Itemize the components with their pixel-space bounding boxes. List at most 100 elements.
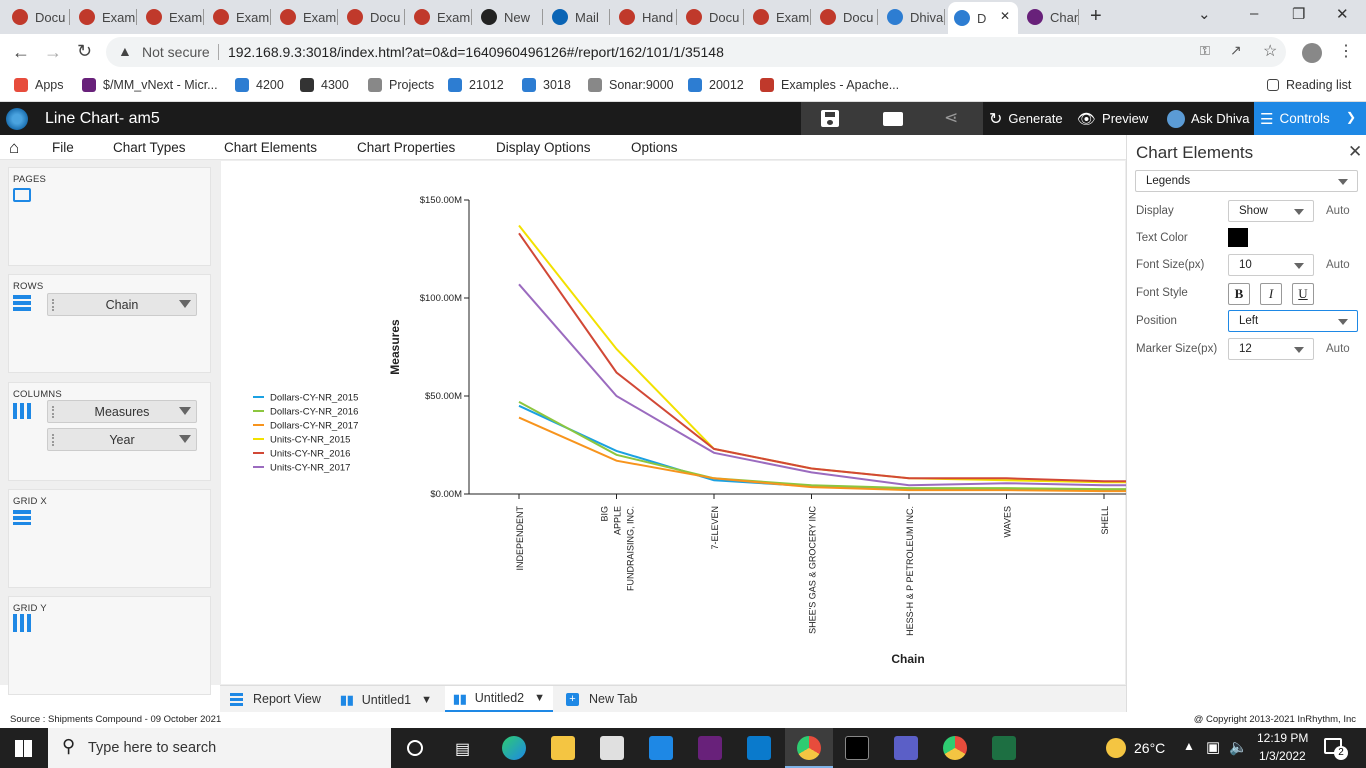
row-pill-chain[interactable]: Chain — [47, 293, 197, 316]
forward-icon[interactable]: → — [44, 42, 62, 62]
marker-size-select[interactable]: 12 — [1228, 338, 1314, 360]
chevron-down-icon[interactable]: ▼ — [534, 692, 545, 704]
reload-icon[interactable]: ↻ — [77, 41, 93, 61]
menu-file[interactable]: File — [52, 140, 74, 155]
app-logo-icon[interactable] — [6, 108, 28, 130]
untitled1-tab[interactable]: ▮▮ Untitled1 ▼ — [340, 692, 432, 708]
grip-icon[interactable] — [52, 299, 56, 311]
edge-icon[interactable] — [502, 736, 526, 760]
column-pill-year[interactable]: Year — [47, 428, 197, 451]
new-tab-button[interactable]: + — [1090, 5, 1102, 27]
terminal-icon[interactable] — [845, 736, 869, 760]
profile-avatar[interactable] — [1302, 43, 1322, 63]
bookmark-item[interactable]: 3018 — [522, 78, 571, 92]
browser-tab[interactable]: Exam — [140, 4, 204, 30]
browser-tab[interactable]: New — [475, 4, 543, 30]
store-icon[interactable] — [600, 736, 624, 760]
browser-tab[interactable]: Exam — [408, 4, 472, 30]
vscode-icon[interactable] — [747, 736, 771, 760]
preview-button[interactable]: 👁 Preview — [1071, 102, 1161, 135]
star-icon[interactable]: ☆ — [1263, 43, 1278, 60]
pages-icon[interactable] — [13, 188, 31, 202]
clock-date[interactable]: 1/3/2022 — [1259, 749, 1306, 763]
taskbar-search-box[interactable]: ⚲ Type here to search — [48, 728, 391, 768]
browser-tab[interactable]: Docu — [341, 4, 405, 30]
close-window-icon[interactable]: ✕ — [1336, 6, 1349, 23]
menu-chart-properties[interactable]: Chart Properties — [357, 140, 456, 155]
close-icon[interactable]: ✕ — [1348, 142, 1363, 161]
menu-options[interactable]: Options — [631, 140, 678, 155]
report-view-tab[interactable]: Report View — [230, 692, 321, 706]
menu-display-options[interactable]: Display Options — [496, 140, 591, 155]
bookmark-item[interactable]: 4300 — [300, 78, 349, 92]
grip-icon[interactable] — [52, 406, 56, 418]
key-icon[interactable]: ⚿ — [1200, 43, 1210, 58]
browser-tab[interactable]: Dhiva — [881, 4, 945, 30]
new-tab-button[interactable]: + New Tab — [566, 692, 637, 706]
weather-temp[interactable]: 26°C — [1134, 740, 1166, 756]
filter-icon[interactable] — [179, 435, 191, 443]
bookmark-item[interactable]: 21012 — [448, 78, 504, 92]
marker-size-auto[interactable]: Auto — [1326, 343, 1350, 355]
task-view-icon[interactable]: ▤ — [455, 741, 471, 758]
browser-tab[interactable]: Docu — [6, 4, 70, 30]
menu-chart-elements[interactable]: Chart Elements — [224, 140, 318, 155]
more-icon[interactable]: ⋮ — [1338, 43, 1354, 60]
minimize-icon[interactable]: – — [1250, 5, 1259, 22]
save-icon[interactable] — [821, 110, 839, 127]
browser-tab[interactable]: Exam — [207, 4, 271, 30]
excel-icon[interactable] — [992, 736, 1016, 760]
bookmark-item[interactable]: $/MM_vNext - Micr... — [82, 78, 218, 92]
browser-tab[interactable]: Docu — [680, 4, 744, 30]
underline-button[interactable]: U — [1292, 283, 1314, 305]
cortana-icon[interactable] — [407, 740, 423, 756]
weather-icon[interactable] — [1106, 738, 1126, 758]
print-icon[interactable] — [883, 112, 903, 126]
chrome-icon[interactable] — [797, 736, 821, 760]
browser-tab[interactable]: Exam — [274, 4, 338, 30]
chrome-icon[interactable] — [943, 736, 967, 760]
home-icon[interactable]: ⌂ — [9, 138, 20, 157]
bookmark-item[interactable]: 20012 — [688, 78, 744, 92]
reading-list-button[interactable]: Reading list — [1267, 78, 1351, 92]
font-size-auto[interactable]: Auto — [1326, 259, 1350, 271]
display-auto[interactable]: Auto — [1326, 205, 1350, 217]
bookmark-item[interactable]: Apps — [14, 78, 64, 92]
untitled2-tab[interactable]: ▮▮ Untitled2 ▼ — [445, 686, 553, 712]
generate-button[interactable]: ↻ Generate — [983, 102, 1071, 135]
browser-tab[interactable]: Mail — [546, 4, 610, 30]
browser-tab[interactable]: Chan — [1021, 4, 1079, 30]
bold-button[interactable]: B — [1228, 283, 1250, 305]
bookmark-item[interactable]: 4200 — [235, 78, 284, 92]
chevron-down-icon[interactable]: ⌄ — [1198, 6, 1211, 23]
position-select[interactable]: Left — [1228, 310, 1358, 332]
filter-icon[interactable] — [179, 300, 191, 308]
bookmark-item[interactable]: Sonar:9000 — [588, 78, 674, 92]
file-explorer-icon[interactable] — [551, 736, 575, 760]
text-color-swatch[interactable] — [1228, 228, 1248, 247]
bookmark-item[interactable]: Projects — [368, 78, 434, 92]
browser-tab[interactable]: Exam — [747, 4, 811, 30]
browser-tab[interactable]: Hand — [613, 4, 677, 30]
ask-dhiva-button[interactable]: Ask Dhiva — [1161, 102, 1254, 135]
browser-tab[interactable]: Exam — [73, 4, 137, 30]
chevron-up-icon[interactable]: ▲ — [1183, 739, 1195, 753]
grip-icon[interactable] — [52, 434, 56, 446]
mail-icon[interactable] — [649, 736, 673, 760]
share-network-icon[interactable]: ⋖ — [944, 108, 959, 127]
network-icon[interactable]: ▣ — [1206, 739, 1221, 756]
italic-button[interactable]: I — [1260, 283, 1282, 305]
restore-icon[interactable]: ❐ — [1292, 6, 1306, 23]
display-select[interactable]: Show — [1228, 200, 1314, 222]
bookmark-item[interactable]: Examples - Apache... — [760, 78, 899, 92]
browser-tab[interactable]: Docu — [814, 4, 878, 30]
windows-start-icon[interactable] — [15, 740, 32, 757]
close-tab-icon[interactable]: ✕ — [999, 9, 1010, 23]
teams-icon[interactable] — [894, 736, 918, 760]
browser-tab[interactable]: D ✕ — [948, 2, 1018, 34]
volume-icon[interactable]: 🔈 — [1229, 739, 1248, 756]
clock-time[interactable]: 12:19 PM — [1257, 731, 1309, 745]
share-icon[interactable]: ↗ — [1230, 42, 1242, 58]
element-select[interactable]: Legends — [1135, 170, 1358, 192]
menu-chart-types[interactable]: Chart Types — [113, 140, 186, 155]
